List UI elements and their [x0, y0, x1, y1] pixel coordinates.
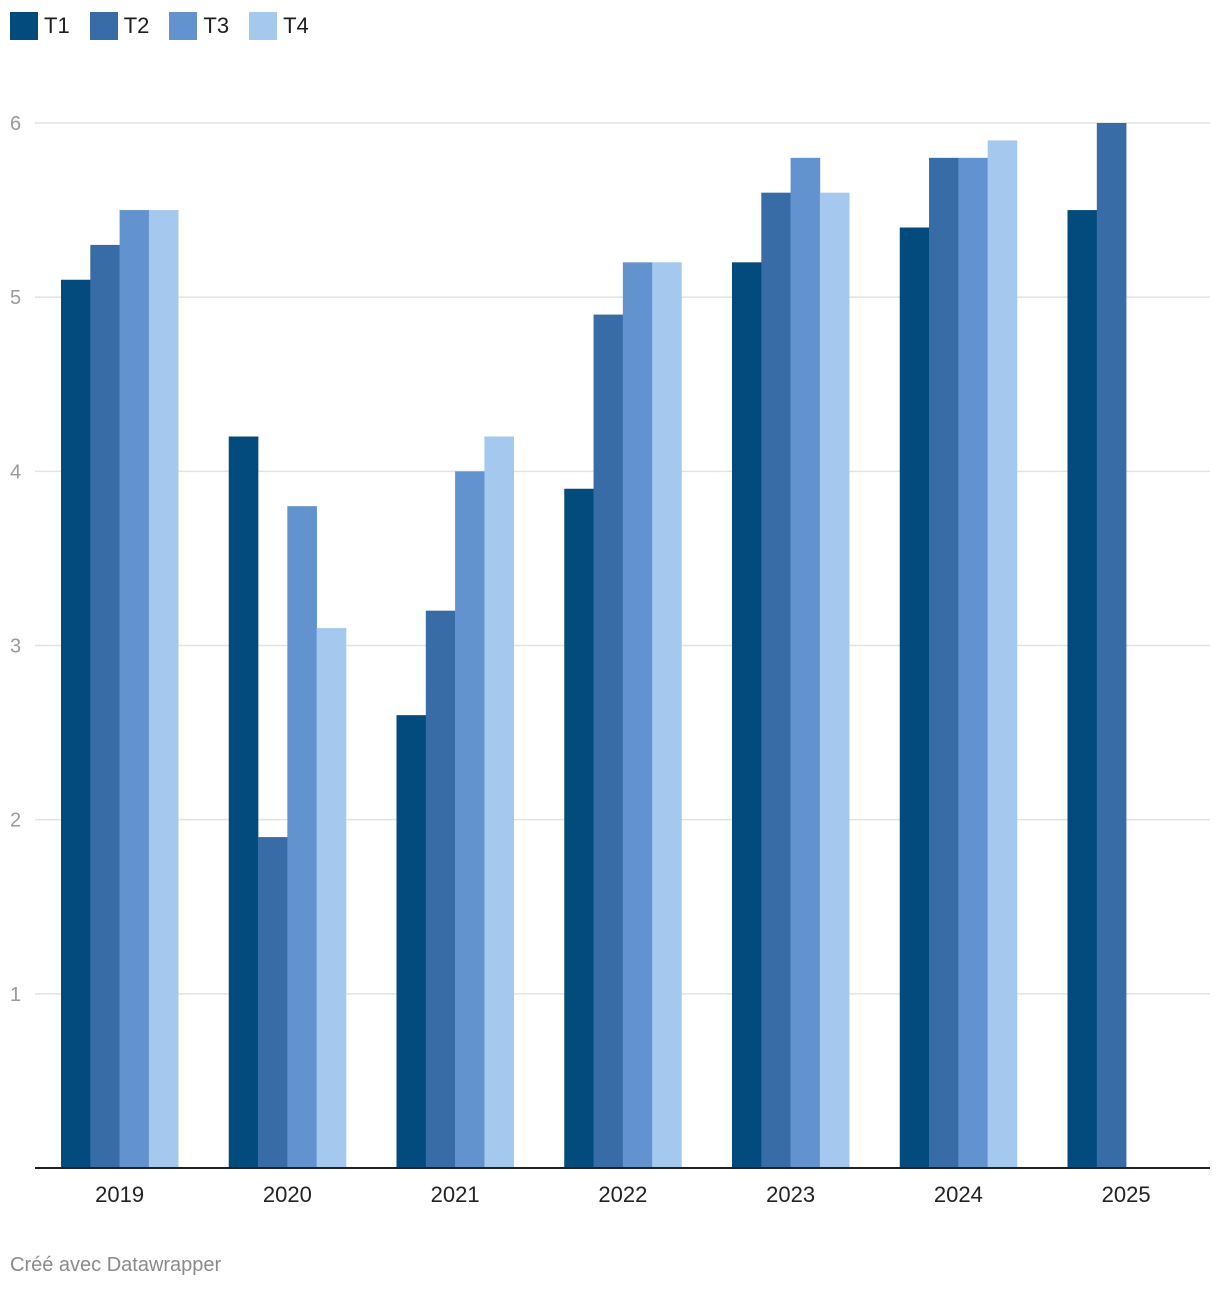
bar-t4-2019: [148, 210, 179, 1169]
bar-t4-2022: [652, 262, 682, 1168]
bar-t2-2019: [90, 244, 120, 1168]
chart-legend: T1 T2 T3 T4: [10, 12, 329, 40]
bar-t2-2025: [1096, 123, 1127, 1168]
y-tick-label-1: 1: [10, 984, 21, 1006]
y-tick-label-3: 3: [10, 636, 21, 658]
y-tick-label-2: 2: [10, 810, 21, 832]
bar-t4-2023: [819, 192, 850, 1168]
legend-item-t2: T2: [89, 12, 150, 40]
y-tick-label-5: 5: [10, 287, 21, 309]
legend-swatch-t1: [10, 12, 38, 40]
legend-label-t1: T1: [44, 13, 70, 38]
bar-t3-2019: [119, 210, 150, 1169]
legend-item-t3: T3: [169, 12, 229, 40]
bar-t4-2024: [987, 140, 1018, 1169]
x-tick-label-2022: 2022: [598, 1182, 647, 1207]
bar-t1-2023: [732, 262, 762, 1168]
bar-t2-2020: [258, 837, 288, 1168]
bar-t1-2022: [564, 488, 594, 1168]
x-tick-label-2024: 2024: [934, 1182, 983, 1207]
bar-t1-2025: [1067, 210, 1098, 1169]
bar-t2-2022: [593, 314, 624, 1168]
legend-item-t4: T4: [249, 12, 309, 40]
bar-t1-2019: [61, 279, 91, 1168]
y-tick-label-4: 4: [10, 461, 21, 483]
bar-t2-2021: [425, 610, 456, 1168]
legend-swatch-t4: [249, 12, 278, 40]
bar-t1-2021: [396, 715, 427, 1168]
legend-swatch-t3: [169, 12, 198, 40]
bar-t2-2024: [929, 157, 959, 1169]
bar-t3-2022: [622, 262, 653, 1168]
x-tick-label-2025: 2025: [1102, 1182, 1151, 1207]
bar-t2-2023: [761, 192, 791, 1168]
legend-label-t2: T2: [123, 13, 150, 38]
credit-footer: Créé avec Datawrapper: [10, 1254, 222, 1276]
legend-item-t1: T1: [10, 12, 70, 40]
bar-t3-2021: [455, 471, 485, 1168]
bar-t3-2023: [790, 157, 821, 1169]
y-tick-label-6: 6: [10, 113, 21, 135]
bar-t3-2020: [287, 506, 317, 1169]
bar-t1-2024: [899, 227, 930, 1168]
x-tick-label-2019: 2019: [95, 1182, 144, 1207]
bar-t3-2024: [958, 157, 988, 1169]
x-tick-label-2021: 2021: [431, 1182, 480, 1207]
x-tick-label-2023: 2023: [766, 1182, 815, 1207]
legend-label-t4: T4: [283, 13, 309, 38]
bar-t1-2020: [228, 436, 259, 1168]
bar-t4-2021: [484, 436, 514, 1168]
legend-swatch-t2: [89, 12, 118, 40]
bar-t4-2020: [316, 628, 347, 1168]
x-tick-label-2020: 2020: [263, 1182, 312, 1207]
legend-label-t3: T3: [203, 13, 230, 38]
